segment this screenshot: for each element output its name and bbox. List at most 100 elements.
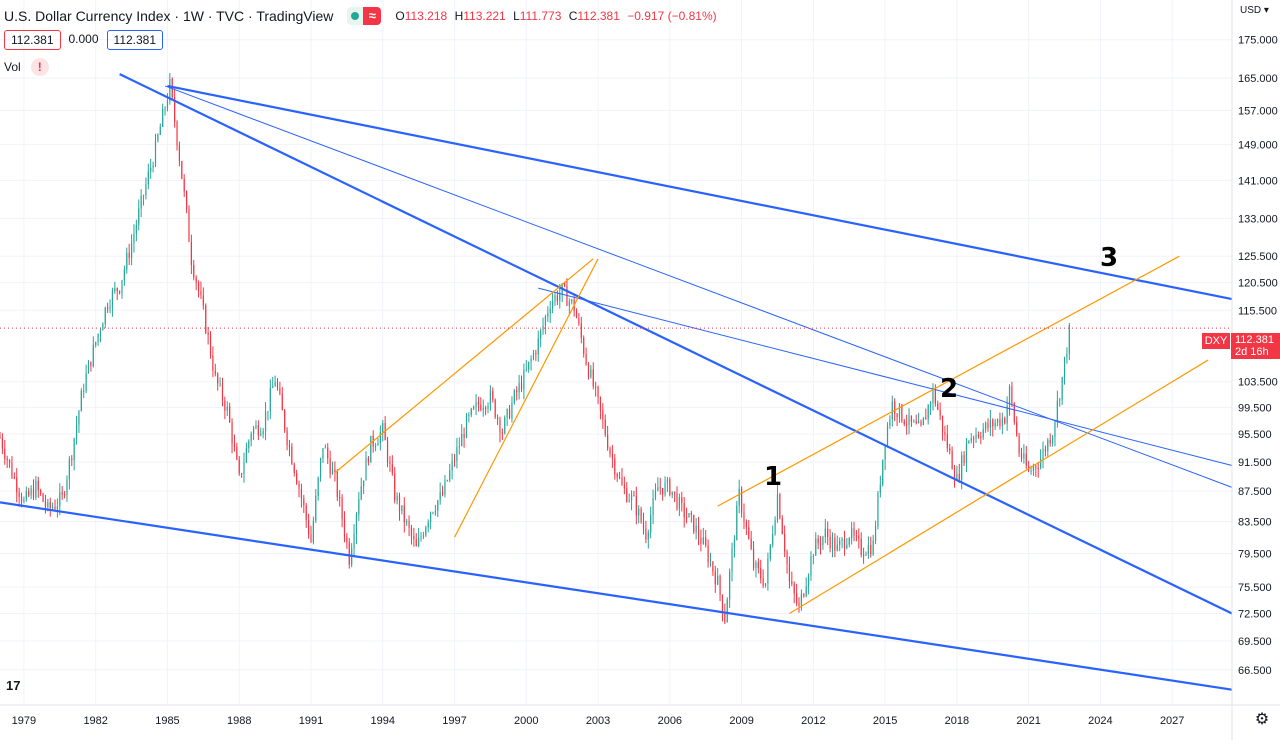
candle-body	[427, 522, 429, 528]
candle-body	[697, 525, 700, 538]
candle-body	[123, 269, 125, 281]
candle-body	[540, 330, 542, 339]
x-tick-label: 2009	[729, 715, 753, 727]
x-tick-label: 1982	[83, 715, 107, 727]
candle-body	[898, 404, 901, 417]
candle-body	[111, 291, 114, 308]
candle-body	[1044, 449, 1047, 452]
candle-body	[47, 502, 49, 507]
candle-body	[207, 332, 209, 335]
y-tick-label: 79.500	[1238, 549, 1272, 561]
candle-body	[549, 308, 551, 314]
candle-body	[908, 415, 910, 425]
candle-body	[150, 167, 152, 172]
trendline-channel-upper[interactable]	[717, 255, 1180, 507]
trendline-layer[interactable]	[0, 73, 1233, 691]
y-tick-label: 120.500	[1238, 278, 1278, 290]
x-tick-label: 1997	[442, 715, 466, 727]
candle-body	[635, 495, 637, 516]
candle-body	[702, 537, 704, 544]
volume-label[interactable]: Vol	[4, 60, 21, 74]
candle-body	[331, 469, 334, 474]
candle-body	[18, 492, 20, 497]
candle-body	[563, 283, 566, 287]
tradingview-logo-icon[interactable]: 17	[6, 678, 21, 693]
candle-body	[99, 330, 102, 335]
trendline-upper-descending[interactable]	[167, 84, 1233, 301]
gear-icon[interactable]: ⚙	[1254, 711, 1270, 728]
candle-body	[910, 415, 913, 422]
market-status-pill[interactable]: ≈	[347, 7, 382, 25]
trendline-steep-1997-2003[interactable]	[453, 258, 599, 538]
candle-body	[807, 575, 810, 587]
candle-body	[681, 497, 683, 503]
candle-body	[272, 386, 274, 388]
candle-body	[16, 477, 18, 493]
price-axis[interactable]: 175.000 165.000 157.000 149.000 141.000 133.0…	[1231, 0, 1278, 740]
buy-price-button[interactable]: 112.381	[106, 30, 164, 50]
candle-body	[654, 491, 657, 498]
candle-body	[894, 401, 896, 414]
candle-body	[870, 545, 872, 555]
candle-body	[666, 479, 669, 483]
candle-body	[128, 252, 130, 259]
warning-icon[interactable]: !	[30, 58, 49, 76]
candle-body	[865, 554, 867, 556]
trade-price-row: 112.381 0.000 112.381	[4, 30, 164, 50]
candle-body	[20, 496, 23, 502]
x-tick-label: 2006	[658, 715, 682, 727]
candle-body	[939, 409, 941, 416]
candle-body	[994, 422, 996, 427]
candle-body	[126, 252, 128, 270]
candle-body	[535, 352, 537, 355]
currency-dropdown[interactable]: USD ▾	[1240, 5, 1269, 16]
x-tick-label: 2000	[514, 715, 538, 727]
trendline-thin-2001-to-2020[interactable]	[538, 287, 1233, 467]
candle-body	[324, 447, 326, 449]
trendline-lower-support[interactable]	[0, 501, 1233, 691]
candle-body	[554, 295, 556, 302]
candle-body	[195, 277, 197, 283]
candle-body	[11, 462, 13, 478]
candle-body	[257, 425, 259, 436]
trendline-main-descending[interactable]	[119, 73, 1233, 615]
y-tick-label: 72.500	[1238, 609, 1272, 621]
candle-body	[25, 491, 27, 500]
trendline-1992-2002-channel[interactable]	[334, 258, 594, 474]
candle-body	[652, 497, 654, 515]
candle-body	[214, 370, 216, 374]
candle-body	[760, 568, 762, 579]
candle-body	[303, 498, 305, 506]
wave-label-2: 2	[940, 374, 959, 404]
candle-body	[281, 393, 283, 411]
candle-body	[674, 491, 676, 493]
trendline-channel-lower[interactable]	[789, 359, 1209, 615]
candle-body	[599, 397, 602, 411]
candle-body	[109, 307, 111, 309]
candle-body	[992, 419, 994, 427]
candle-body	[1042, 449, 1044, 460]
candle-body	[848, 538, 850, 545]
sell-price-button[interactable]: 112.381	[4, 30, 61, 50]
candle-body	[1025, 453, 1027, 466]
candle-body	[944, 432, 946, 435]
candle-body	[623, 484, 625, 489]
candle-body	[408, 520, 410, 528]
candle-body	[647, 532, 649, 540]
time-axis[interactable]: 1979 1982 1985 1988 1991 1994 1997 2000 2003 2006…	[0, 704, 1280, 727]
candle-body	[178, 145, 181, 162]
candle-body	[398, 495, 401, 512]
candle-body	[169, 78, 171, 101]
y-tick-label: 83.500	[1238, 517, 1272, 529]
candle-body	[996, 419, 999, 423]
candle-body	[296, 473, 298, 484]
candle-body	[827, 528, 829, 537]
trendline-thin-1985-to-2019[interactable]	[164, 85, 1233, 488]
candle-body	[255, 425, 257, 429]
candle-body	[401, 505, 403, 512]
y-tick-label: 149.000	[1238, 139, 1278, 151]
symbol-title[interactable]: U.S. Dollar Currency Index · 1W · TVC · …	[4, 8, 334, 24]
candle-body	[858, 535, 860, 539]
candle-body	[597, 386, 599, 398]
